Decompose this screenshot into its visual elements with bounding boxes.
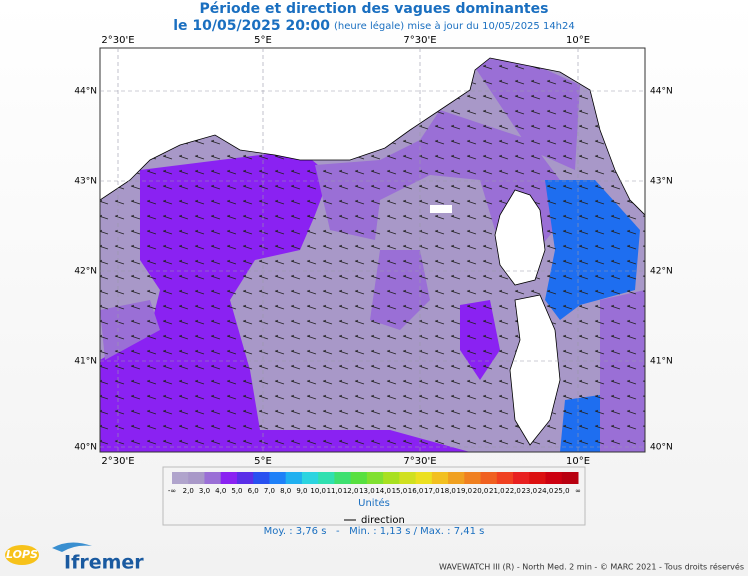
colorbar-segment [172,472,189,484]
colorbar-label: 14,0 [375,487,391,495]
colorbar-label: 24,0 [538,487,554,495]
colorbar-label: -∞ [168,487,176,495]
colorbar-label: 10,0 [310,487,326,495]
map [100,48,645,452]
colorbar-segment [480,472,498,484]
colorbar-label: 7,0 [264,487,275,495]
colorbar-label: 11,0 [327,487,343,495]
lon-label-bottom: 5°E [254,456,272,467]
lon-label-top: 10°E [566,35,590,46]
colorbar-label: 12,0 [343,487,359,495]
lat-label-right: 42°N [650,267,673,277]
colorbar-segment [561,472,579,484]
colorbar-segment [285,472,303,484]
colorbar-segment [204,472,222,484]
lat-label-right: 41°N [650,357,673,367]
colorbar-label: 23,0 [521,487,537,495]
colorbar-segment [269,472,287,484]
colorbar-label: 3,0 [199,487,210,495]
colorbar-segment [253,472,270,484]
unit: Unités [358,497,390,509]
colorbar-segment [318,472,335,484]
lat-label-left: 43°N [74,177,97,187]
colorbar-segment [334,472,352,484]
update-note: (heure légale) mise à jour du 10/05/2025… [334,20,575,32]
ifremer-text: Ifremer [64,552,144,574]
colorbar-segment [301,472,319,484]
colorbar-segment [545,472,563,484]
colorbar-segment [236,472,254,484]
map-frame [99,47,646,453]
colorbar-segment [415,472,433,484]
colorbar-label: 5,0 [231,487,242,495]
colorbar-label: 17,0 [424,487,440,495]
lon-label-bottom: 10°E [566,456,590,467]
colorbar-segment [383,472,400,484]
date: le 10/05/2025 20:00 [173,18,330,34]
lon-label-bottom: 2°30'E [101,456,134,467]
colorbar-segment [513,472,530,484]
colorbar-label: 25,0 [554,487,570,495]
colorbar-label: 6,0 [248,487,259,495]
colorbar-segment [220,472,238,484]
colorbar-segment [464,472,482,484]
colorbar-segment [366,472,384,484]
colorbar-label: 20,0 [473,487,489,495]
colorbar-segment [188,472,205,484]
colorbar-label: ∞ [575,487,581,495]
colorbar-segment [529,472,547,484]
colorbar-label: 15,0 [392,487,408,495]
colorbar-segment [399,472,417,484]
lat-label-right: 43°N [650,177,673,187]
lops-logo [5,545,39,565]
direction-label: direction [361,515,405,526]
ifremer-wave [52,542,92,552]
lops-text: LOPS [6,548,38,561]
colorbar-label: 13,0 [359,487,375,495]
colorbar-label: 22,0 [505,487,521,495]
lon-label-top: 5°E [254,35,272,46]
colorbar-segment [448,472,465,484]
lat-label-right: 44°N [650,87,673,97]
title: Période et direction des vagues dominant… [200,1,549,17]
subtitle: le 10/05/2025 20:00 (heure légale) mise à… [173,18,575,34]
credit: WAVEWATCH III (R) - North Med. 2 min - ©… [439,562,744,572]
colorbar-label: 19,0 [457,487,473,495]
colorbar-label: 4,0 [215,487,226,495]
colorbar-label: 2,0 [183,487,194,495]
colorbar-label: 9,0 [296,487,307,495]
colorbar-segment [431,472,449,484]
lon-label-top: 2°30'E [101,35,134,46]
lat-label-left: 44°N [74,87,97,97]
lat-label-left: 40°N [74,443,97,453]
colorbar-segment [496,472,514,484]
lat-label-right: 40°N [650,443,673,453]
stats: Moy. : 3,76 s - Min. : 1,13 s / Max. : 7… [264,526,485,537]
lat-label-left: 42°N [74,267,97,277]
colorbar-label: 8,0 [280,487,291,495]
lon-label-bottom: 7°30'E [403,456,436,467]
colorbar-label: 18,0 [440,487,456,495]
lat-label-left: 41°N [74,357,97,367]
colorbar-segment [350,472,368,484]
colorbar-label: 21,0 [489,487,505,495]
lon-label-top: 7°30'E [403,35,436,46]
legend-box [162,466,586,526]
colorbar-label: 16,0 [408,487,424,495]
